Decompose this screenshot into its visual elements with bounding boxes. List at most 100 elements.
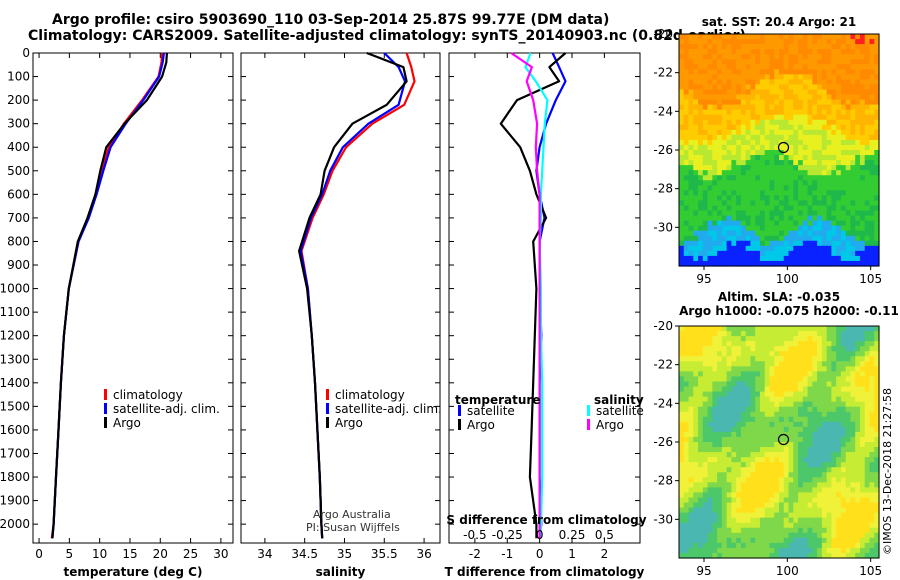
sst-map-cell xyxy=(755,240,761,247)
sla-map-cell xyxy=(845,517,852,524)
sla-map-cell xyxy=(702,547,709,554)
sst-map-cell xyxy=(779,134,785,141)
sla-map-cell xyxy=(845,406,852,413)
sst-map-cell xyxy=(831,59,837,65)
sla-map-cell xyxy=(745,436,752,443)
sla-map-cell xyxy=(774,467,780,473)
sla-map-cell xyxy=(802,522,809,529)
sla-map-cell xyxy=(807,517,813,524)
sst-map-cell xyxy=(845,255,852,262)
sst-map-cell xyxy=(869,215,875,222)
sst-map-cell xyxy=(750,150,756,156)
sla-map-cell xyxy=(826,381,832,388)
sla-map-cell xyxy=(683,497,690,504)
sst-map-cell xyxy=(745,230,752,237)
sla-map-cell xyxy=(683,502,690,509)
sla-map-cell xyxy=(745,542,752,549)
sst-map-cell xyxy=(712,54,718,60)
sla-map-cell xyxy=(836,326,842,332)
sla-map-cell xyxy=(717,552,723,559)
sla-map-cell xyxy=(750,492,756,499)
sla-map-cell xyxy=(826,492,832,499)
sst-map-cell xyxy=(740,160,747,166)
sla-map-cell xyxy=(764,371,771,378)
sst-map-cell xyxy=(683,160,690,166)
sla-map-cell xyxy=(864,452,871,458)
sst-map-cell xyxy=(788,240,794,247)
sst-map-cell xyxy=(845,175,852,181)
sst-map-cell xyxy=(826,134,832,141)
sla-map-cell xyxy=(755,391,761,398)
sst-map-cell xyxy=(750,114,756,121)
sla-map-cell xyxy=(817,487,823,494)
sla-map-cell xyxy=(798,532,804,539)
sla-map-cell xyxy=(769,341,775,347)
sst-map-cell xyxy=(731,175,737,181)
sla-map-cell xyxy=(845,361,852,367)
sla-map-cell xyxy=(836,522,842,529)
sst-map-cell xyxy=(859,94,866,101)
sla-map-cell xyxy=(836,457,842,463)
sst-map-cell xyxy=(831,114,837,121)
sla-map-cell xyxy=(698,366,704,372)
sst-map-cell xyxy=(802,89,809,96)
sst-map-cell xyxy=(774,44,780,50)
sla-map-cell xyxy=(793,381,799,388)
sst-map-cell xyxy=(793,104,799,111)
sst-map-cell xyxy=(836,195,842,202)
sla-map-cell xyxy=(802,507,809,514)
s-tick-label: -0.25 xyxy=(492,528,523,542)
sla-map-cell xyxy=(707,411,713,418)
sla-map-cell xyxy=(764,416,771,423)
sla-map-cell xyxy=(793,472,799,478)
s-tick-label: 0 xyxy=(536,528,544,542)
sst-map-cell xyxy=(731,69,737,75)
sst-map-cells xyxy=(679,34,880,267)
sla-map-cell xyxy=(859,477,866,483)
sst-map-cell xyxy=(845,215,852,222)
sla-map-cell xyxy=(831,512,837,519)
sst-map-cell xyxy=(855,190,861,196)
sst-map-cell xyxy=(731,109,737,116)
sla-map-cell xyxy=(798,351,804,357)
sla-map-cell xyxy=(817,351,823,357)
sst-map-cell xyxy=(698,150,704,156)
sla-map-cell xyxy=(845,502,852,509)
sla-map-cell xyxy=(826,406,832,413)
sst-map-cell xyxy=(721,255,728,262)
sla-map-cell xyxy=(707,366,713,372)
sla-map-cell xyxy=(826,376,832,383)
sst-map-cell xyxy=(779,240,785,247)
sst-map-cell xyxy=(869,44,875,50)
sst-map-cell xyxy=(783,225,790,232)
sst-map-cell xyxy=(717,144,723,151)
sst-map-cell xyxy=(840,180,847,186)
sst-map-cell xyxy=(779,170,785,176)
sla-map-cell xyxy=(717,487,723,494)
sla-map-cell xyxy=(759,386,766,393)
sla-map-cell xyxy=(788,532,794,539)
sla-map-cell xyxy=(702,346,709,352)
sst-map-cell xyxy=(874,104,880,111)
sla-map-cell xyxy=(836,381,842,388)
sla-map-cell xyxy=(788,497,794,504)
sla-map-cell xyxy=(698,482,704,488)
sla-map-cell xyxy=(764,507,771,514)
sla-map-cell xyxy=(707,421,713,428)
sst-map-cell xyxy=(731,124,737,131)
sla-map-cell xyxy=(859,497,866,504)
sst-map-cell xyxy=(736,54,742,60)
sst-map-cell xyxy=(864,84,871,91)
sla-map-cell xyxy=(736,542,742,549)
sst-map-cell xyxy=(793,124,799,131)
sst-map-cell xyxy=(679,210,685,217)
sst-map-cell xyxy=(874,39,880,45)
sst-map-cell xyxy=(869,124,875,131)
sla-map-cell xyxy=(798,472,804,478)
sla-map-cell xyxy=(745,447,752,453)
sla-map-cell xyxy=(783,462,790,468)
sla-map-cell xyxy=(840,331,847,337)
sla-map-cell xyxy=(793,401,799,408)
sla-map-cell xyxy=(793,326,799,332)
sla-map-cell xyxy=(788,391,794,398)
